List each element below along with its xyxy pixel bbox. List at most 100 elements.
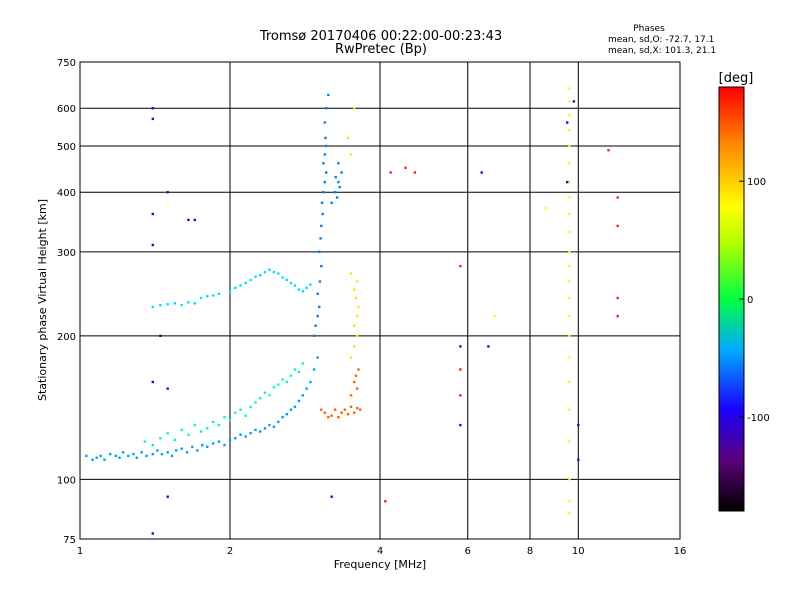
axis-tick-labels: 1 2 4 6 8 10 16 75 100 200 300 400 500 600 750 (57, 58, 686, 557)
data-point (281, 378, 284, 381)
data-point (166, 387, 169, 390)
data-point (343, 408, 346, 411)
data-point (459, 394, 462, 397)
data-point (316, 292, 319, 295)
phase-stats-o: mean, sd,O: -72.7, 17.1 (608, 35, 714, 45)
data-point (568, 144, 571, 148)
data-point (217, 440, 221, 443)
data-point (211, 294, 215, 297)
data-point (320, 224, 323, 228)
data-point (349, 356, 353, 359)
data-point (196, 449, 199, 452)
data-point (325, 144, 328, 148)
data-point (289, 408, 293, 411)
data-point (330, 201, 333, 204)
data-point (356, 387, 359, 390)
data-point (322, 162, 325, 165)
data-point (95, 456, 98, 459)
data-point (568, 162, 571, 165)
data-point (239, 433, 242, 436)
data-point (180, 303, 183, 307)
data-point (493, 314, 496, 318)
data-point (356, 334, 359, 337)
data-point (121, 451, 125, 454)
data-point (132, 452, 135, 456)
data-point (384, 500, 387, 503)
data-point (353, 345, 356, 348)
data-point (206, 295, 209, 298)
data-point (568, 230, 571, 234)
data-point (566, 121, 569, 124)
data-point (568, 380, 571, 384)
y-tick-label: 100 (57, 475, 76, 486)
data-point (206, 445, 209, 449)
data-point (272, 270, 276, 274)
data-point (568, 500, 571, 503)
data-point (193, 423, 196, 427)
data-point (281, 416, 284, 419)
data-point (330, 495, 333, 498)
data-point (127, 454, 130, 458)
data-point (346, 136, 350, 140)
data-point (356, 407, 359, 410)
data-point (277, 420, 280, 424)
data-point (160, 452, 164, 456)
data-point (293, 368, 297, 371)
y-tick-label: 750 (57, 58, 76, 69)
data-point (297, 399, 301, 403)
data-point (568, 478, 571, 481)
data-point (577, 423, 580, 427)
data-point (459, 264, 462, 268)
data-point (324, 136, 327, 140)
data-point (234, 437, 237, 440)
data-point (319, 237, 322, 240)
data-point (349, 394, 353, 397)
chart-subtitle: RwPretec (Bp) (335, 42, 427, 57)
data-point (309, 380, 312, 384)
data-point (170, 454, 174, 458)
data-point (340, 171, 343, 174)
data-point (151, 117, 154, 121)
data-point (568, 180, 571, 184)
data-point (173, 302, 176, 305)
data-point (327, 93, 330, 97)
data-point (217, 292, 221, 295)
data-point (285, 278, 288, 282)
data-point (249, 278, 252, 282)
y-axis-label: Stationary phase Virtual Height [km] (36, 199, 49, 401)
plot-frame (79, 61, 681, 540)
data-point (337, 416, 340, 419)
data-point (145, 454, 148, 458)
colorbar-tick-label: 100 (747, 177, 766, 188)
data-point (325, 107, 328, 110)
data-point (277, 383, 280, 386)
data-point (281, 276, 284, 279)
data-point (353, 324, 356, 327)
data-point (301, 362, 304, 365)
data-point (413, 171, 417, 174)
data-point (268, 423, 271, 427)
data-point (244, 435, 247, 438)
data-point (175, 449, 178, 452)
data-point (353, 411, 356, 414)
data-point (333, 191, 337, 194)
data-point (156, 449, 159, 452)
data-point (404, 166, 407, 169)
data-point (285, 380, 288, 384)
data-point (103, 458, 106, 461)
data-point (309, 283, 312, 286)
data-point (327, 416, 330, 419)
data-point (459, 423, 462, 427)
data-point (159, 334, 162, 337)
data-point (151, 380, 154, 384)
data-point (337, 162, 340, 165)
data-point (337, 180, 340, 184)
data-point (566, 180, 569, 184)
data-point (353, 288, 356, 291)
data-point (193, 218, 196, 222)
data-point (254, 275, 257, 278)
data-point (223, 416, 226, 419)
data-point (187, 218, 190, 222)
data-point (389, 171, 392, 174)
